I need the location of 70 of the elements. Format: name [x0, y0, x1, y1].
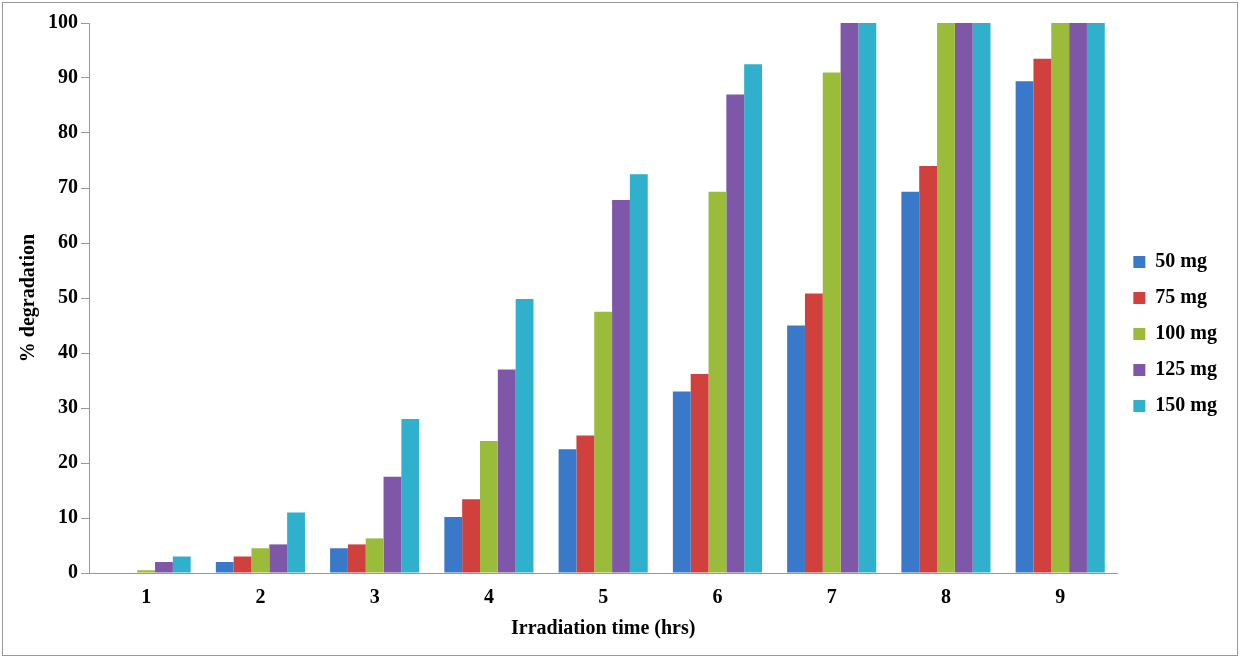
bar: [515, 299, 534, 573]
legend-label: 75 mg: [1155, 285, 1208, 309]
x-tick-label: 7: [826, 585, 837, 608]
x-tick-label: 1: [141, 585, 152, 608]
bar: [937, 23, 955, 573]
y-tick-label: 80: [58, 120, 78, 143]
bar: [804, 293, 823, 573]
x-tick-label: 4: [483, 585, 494, 608]
bar: [1086, 23, 1105, 573]
bar: [137, 570, 156, 573]
bar: [690, 373, 709, 573]
x-tick-label: 9: [1055, 585, 1066, 608]
y-tick-label: 0: [68, 560, 78, 583]
bar: [629, 174, 648, 573]
legend-label: 100 mg: [1155, 321, 1218, 345]
bar: [233, 556, 252, 573]
bar: [787, 325, 805, 573]
bar: [901, 191, 920, 573]
bar: [612, 200, 630, 573]
bar: [480, 441, 498, 573]
bar: [215, 562, 234, 573]
bar: [972, 23, 991, 573]
bar: [251, 548, 270, 573]
y-tick-label: 10: [58, 505, 78, 528]
bar: [726, 94, 745, 573]
bar: [347, 544, 366, 573]
y-tick-label: 70: [58, 175, 78, 198]
bar: [269, 544, 288, 573]
bar: [497, 369, 516, 573]
x-axis-title: Irradiation time (hrs): [510, 616, 696, 640]
bar: [401, 419, 420, 573]
bar: [383, 476, 402, 573]
x-tick-label: 3: [369, 585, 380, 608]
legend-label: 150 mg: [1155, 393, 1218, 417]
bar: [919, 166, 938, 573]
bar: [1069, 23, 1087, 573]
bar: [1015, 81, 1034, 573]
y-tick-label: 60: [58, 230, 78, 253]
bar: [672, 391, 691, 573]
bar: [576, 435, 595, 573]
y-axis-title: % degradation: [16, 233, 40, 363]
x-tick-label: 8: [940, 585, 951, 608]
bar: [840, 23, 859, 573]
x-tick-label: 5: [598, 585, 609, 608]
bar: [594, 311, 613, 573]
x-tick-label: 6: [712, 585, 723, 608]
legend-label: 125 mg: [1155, 357, 1218, 381]
y-tick-label: 100: [48, 10, 78, 33]
bar: [558, 449, 577, 573]
y-tick-label: 30: [58, 395, 78, 418]
bar: [155, 562, 173, 573]
bar: [365, 538, 384, 573]
y-tick-label: 20: [58, 450, 78, 473]
bar: [330, 548, 348, 573]
bar: [462, 499, 480, 573]
bar: [954, 23, 973, 573]
y-tick-label: 90: [58, 65, 78, 88]
bar: [744, 64, 762, 573]
bar: [858, 23, 877, 573]
bar: [822, 72, 841, 573]
bar: [708, 191, 727, 573]
bar: [444, 516, 463, 573]
bar: [287, 512, 305, 573]
bar: [1033, 58, 1052, 573]
bar: [172, 556, 191, 573]
y-tick-label: 50: [58, 285, 78, 308]
bar: [1051, 23, 1070, 573]
x-tick-label: 2: [255, 585, 266, 608]
y-tick-label: 40: [58, 340, 78, 363]
legend-label: 50 mg: [1155, 249, 1208, 273]
